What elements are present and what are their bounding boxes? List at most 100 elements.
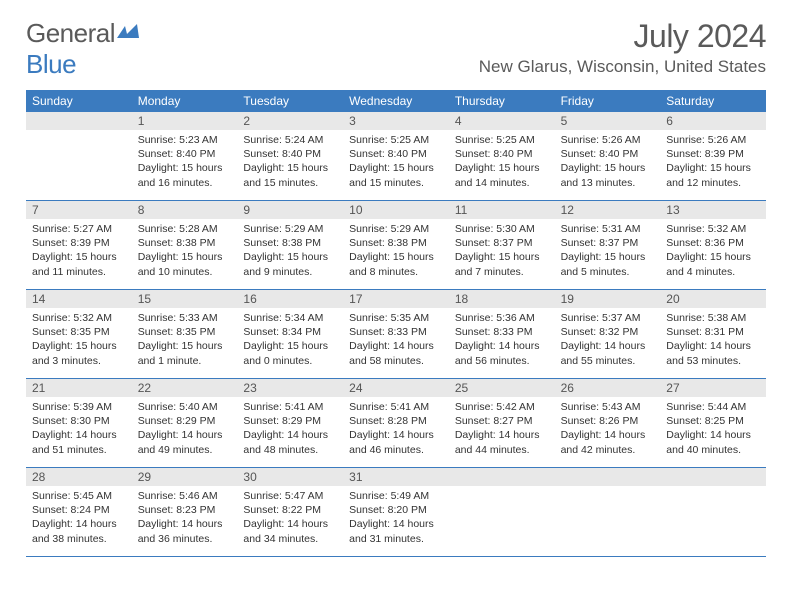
calendar-cell: 26Sunrise: 5:43 AMSunset: 8:26 PMDayligh… xyxy=(555,379,661,467)
calendar-cell: 19Sunrise: 5:37 AMSunset: 8:32 PMDayligh… xyxy=(555,290,661,378)
day-number: 13 xyxy=(660,201,766,219)
daylight-text-1: Daylight: 15 hours xyxy=(243,250,337,264)
day-number xyxy=(26,112,132,130)
calendar-cell: 15Sunrise: 5:33 AMSunset: 8:35 PMDayligh… xyxy=(132,290,238,378)
logo-text-general: General xyxy=(26,18,115,48)
week-row: 14Sunrise: 5:32 AMSunset: 8:35 PMDayligh… xyxy=(26,290,766,379)
daylight-text-2: and 40 minutes. xyxy=(666,443,760,457)
sunrise-text: Sunrise: 5:29 AM xyxy=(243,222,337,236)
day-number: 9 xyxy=(237,201,343,219)
sunrise-text: Sunrise: 5:45 AM xyxy=(32,489,126,503)
calendar-cell: 3Sunrise: 5:25 AMSunset: 8:40 PMDaylight… xyxy=(343,112,449,200)
daylight-text-1: Daylight: 15 hours xyxy=(32,339,126,353)
daylight-text-2: and 49 minutes. xyxy=(138,443,232,457)
calendar-cell: 17Sunrise: 5:35 AMSunset: 8:33 PMDayligh… xyxy=(343,290,449,378)
sunrise-text: Sunrise: 5:25 AM xyxy=(349,133,443,147)
daylight-text-2: and 4 minutes. xyxy=(666,265,760,279)
cell-body: Sunrise: 5:32 AMSunset: 8:36 PMDaylight:… xyxy=(660,219,766,283)
sunrise-text: Sunrise: 5:42 AM xyxy=(455,400,549,414)
daylight-text-1: Daylight: 14 hours xyxy=(138,517,232,531)
day-number: 27 xyxy=(660,379,766,397)
cell-body: Sunrise: 5:25 AMSunset: 8:40 PMDaylight:… xyxy=(343,130,449,194)
daylight-text-2: and 3 minutes. xyxy=(32,354,126,368)
cell-body: Sunrise: 5:37 AMSunset: 8:32 PMDaylight:… xyxy=(555,308,661,372)
day-number: 1 xyxy=(132,112,238,130)
month-title: July 2024 xyxy=(479,18,766,55)
sunrise-text: Sunrise: 5:34 AM xyxy=(243,311,337,325)
daylight-text-2: and 0 minutes. xyxy=(243,354,337,368)
calendar-cell: 31Sunrise: 5:49 AMSunset: 8:20 PMDayligh… xyxy=(343,468,449,556)
cell-body: Sunrise: 5:45 AMSunset: 8:24 PMDaylight:… xyxy=(26,486,132,550)
daylight-text-2: and 16 minutes. xyxy=(138,176,232,190)
sunset-text: Sunset: 8:33 PM xyxy=(455,325,549,339)
cell-body: Sunrise: 5:25 AMSunset: 8:40 PMDaylight:… xyxy=(449,130,555,194)
daylight-text-2: and 38 minutes. xyxy=(32,532,126,546)
sunset-text: Sunset: 8:29 PM xyxy=(138,414,232,428)
calendar-cell: 24Sunrise: 5:41 AMSunset: 8:28 PMDayligh… xyxy=(343,379,449,467)
day-number: 2 xyxy=(237,112,343,130)
calendar-cell: 16Sunrise: 5:34 AMSunset: 8:34 PMDayligh… xyxy=(237,290,343,378)
daylight-text-2: and 11 minutes. xyxy=(32,265,126,279)
logo-text-blue: Blue xyxy=(26,49,76,79)
sunset-text: Sunset: 8:23 PM xyxy=(138,503,232,517)
daylight-text-1: Daylight: 15 hours xyxy=(349,250,443,264)
calendar-cell: 5Sunrise: 5:26 AMSunset: 8:40 PMDaylight… xyxy=(555,112,661,200)
daylight-text-1: Daylight: 14 hours xyxy=(349,339,443,353)
daylight-text-1: Daylight: 14 hours xyxy=(243,428,337,442)
sunrise-text: Sunrise: 5:25 AM xyxy=(455,133,549,147)
sunrise-text: Sunrise: 5:41 AM xyxy=(349,400,443,414)
cell-body: Sunrise: 5:27 AMSunset: 8:39 PMDaylight:… xyxy=(26,219,132,283)
location: New Glarus, Wisconsin, United States xyxy=(479,57,766,77)
calendar-cell: 2Sunrise: 5:24 AMSunset: 8:40 PMDaylight… xyxy=(237,112,343,200)
sunrise-text: Sunrise: 5:49 AM xyxy=(349,489,443,503)
sunset-text: Sunset: 8:39 PM xyxy=(666,147,760,161)
day-number: 12 xyxy=(555,201,661,219)
title-block: July 2024 New Glarus, Wisconsin, United … xyxy=(479,18,766,77)
calendar-cell: 21Sunrise: 5:39 AMSunset: 8:30 PMDayligh… xyxy=(26,379,132,467)
sunrise-text: Sunrise: 5:32 AM xyxy=(666,222,760,236)
weeks-container: 1 Sunrise: 5:23 AM Sunset: 8:40 PM Daylight… xyxy=(26,112,766,557)
daylight-text-2: and 12 minutes. xyxy=(666,176,760,190)
sunset-text: Sunset: 8:32 PM xyxy=(561,325,655,339)
calendar-cell: 20Sunrise: 5:38 AMSunset: 8:31 PMDayligh… xyxy=(660,290,766,378)
cell-body: Sunrise: 5:29 AMSunset: 8:38 PMDaylight:… xyxy=(343,219,449,283)
calendar-cell: 30Sunrise: 5:47 AMSunset: 8:22 PMDayligh… xyxy=(237,468,343,556)
sunrise-text: Sunrise: 5:43 AM xyxy=(561,400,655,414)
daylight-text-1: Daylight: 15 hours xyxy=(243,339,337,353)
cell-body: Sunrise: 5:41 AMSunset: 8:29 PMDaylight:… xyxy=(237,397,343,461)
daylight-text-1: Daylight: 14 hours xyxy=(138,428,232,442)
sunrise-text: Sunrise: 5:33 AM xyxy=(138,311,232,325)
day-number: 29 xyxy=(132,468,238,486)
cell-body: Sunrise: 5:39 AMSunset: 8:30 PMDaylight:… xyxy=(26,397,132,461)
calendar-cell: 23Sunrise: 5:41 AMSunset: 8:29 PMDayligh… xyxy=(237,379,343,467)
calendar-cell: 25Sunrise: 5:42 AMSunset: 8:27 PMDayligh… xyxy=(449,379,555,467)
daylight-text-1: Daylight: 15 hours xyxy=(32,250,126,264)
cell-body: Sunrise: 5:31 AMSunset: 8:37 PMDaylight:… xyxy=(555,219,661,283)
sunrise-text: Sunrise: 5:31 AM xyxy=(561,222,655,236)
daylight-text-2: and 34 minutes. xyxy=(243,532,337,546)
sunrise-text: Sunrise: 5:29 AM xyxy=(349,222,443,236)
daylight-text-2: and 14 minutes. xyxy=(455,176,549,190)
sunset-text: Sunset: 8:28 PM xyxy=(349,414,443,428)
sunset-text: Sunset: 8:40 PM xyxy=(349,147,443,161)
daylight-text-2: and 51 minutes. xyxy=(32,443,126,457)
cell-body: Sunrise: 5:43 AMSunset: 8:26 PMDaylight:… xyxy=(555,397,661,461)
sunrise-text: Sunrise: 5:23 AM xyxy=(138,133,232,147)
daylight-text-2: and 9 minutes. xyxy=(243,265,337,279)
day-number xyxy=(449,468,555,486)
calendar-cell: 9Sunrise: 5:29 AMSunset: 8:38 PMDaylight… xyxy=(237,201,343,289)
calendar-cell: 13Sunrise: 5:32 AMSunset: 8:36 PMDayligh… xyxy=(660,201,766,289)
day-number: 23 xyxy=(237,379,343,397)
daylight-text-2: and 31 minutes. xyxy=(349,532,443,546)
day-header-sun: Sunday xyxy=(26,90,132,112)
daylight-text-1: Daylight: 15 hours xyxy=(666,161,760,175)
cell-body: Sunrise: 5:35 AMSunset: 8:33 PMDaylight:… xyxy=(343,308,449,372)
daylight-text-1: Daylight: 14 hours xyxy=(32,517,126,531)
sunset-text: Sunset: 8:40 PM xyxy=(561,147,655,161)
day-number: 20 xyxy=(660,290,766,308)
daylight-text-1: Daylight: 15 hours xyxy=(138,339,232,353)
sunset-text: Sunset: 8:30 PM xyxy=(32,414,126,428)
calendar-cell xyxy=(449,468,555,556)
week-row: 1 Sunrise: 5:23 AM Sunset: 8:40 PM Daylight… xyxy=(26,112,766,201)
day-number: 19 xyxy=(555,290,661,308)
